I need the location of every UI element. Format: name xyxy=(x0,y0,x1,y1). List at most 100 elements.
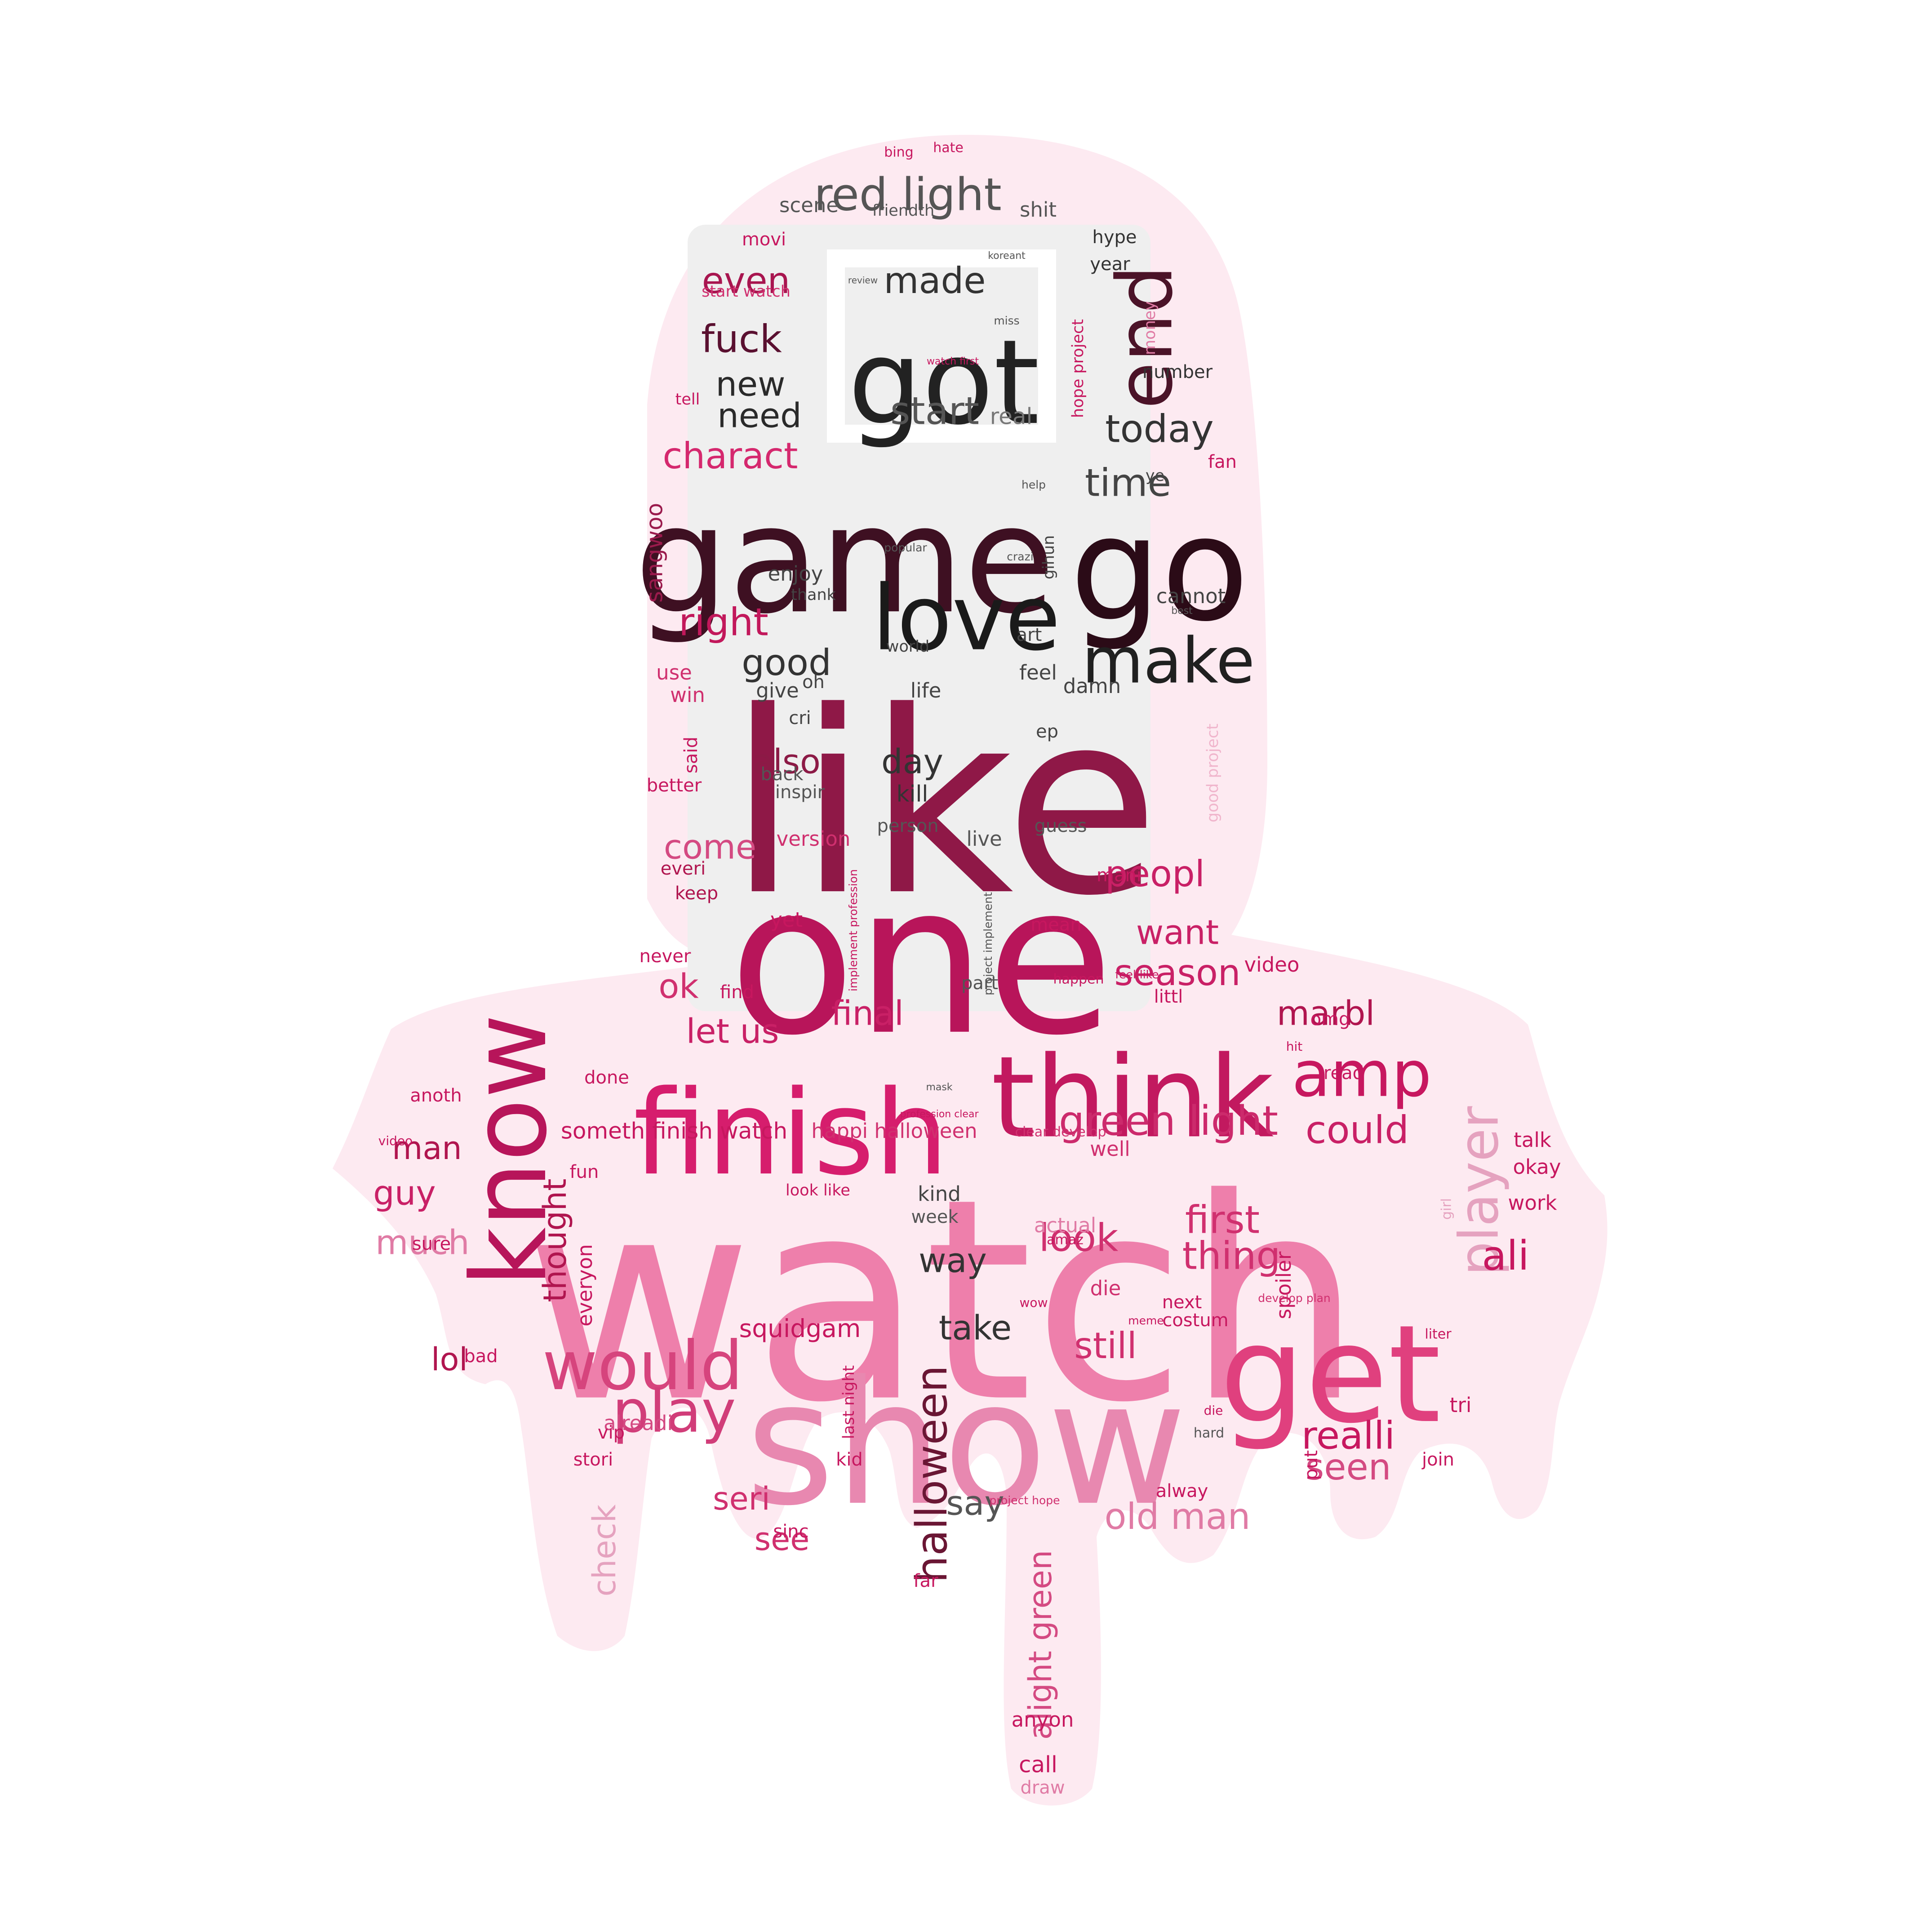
cloud-word: show xyxy=(746,1344,1187,1543)
cloud-word: bing xyxy=(884,145,913,160)
cloud-word: read xyxy=(1324,1063,1364,1084)
cloud-word: back xyxy=(760,764,804,785)
cloud-word: call xyxy=(1019,1752,1057,1778)
cloud-word: hate xyxy=(933,140,964,156)
cloud-word: man xyxy=(392,1130,462,1167)
cloud-word: last night xyxy=(840,1365,858,1439)
cloud-word: talk xyxy=(1514,1128,1551,1152)
cloud-word: hope project xyxy=(1069,319,1087,418)
cloud-word: kind xyxy=(918,1182,961,1206)
cloud-word: gihun xyxy=(1040,535,1058,580)
cloud-word: everi xyxy=(661,858,706,879)
cloud-word: marbl xyxy=(1277,994,1375,1033)
cloud-word: popular xyxy=(884,541,927,554)
cloud-word: damn xyxy=(1063,674,1121,698)
cloud-word: happen xyxy=(1053,972,1104,987)
cloud-word: halloween xyxy=(907,1365,957,1583)
cloud-word: oh xyxy=(802,672,825,693)
cloud-word: guy xyxy=(373,1173,436,1213)
cloud-word: realli xyxy=(1301,1413,1395,1458)
cloud-word: project implement xyxy=(982,892,995,995)
cloud-word: anoth xyxy=(410,1085,462,1106)
cloud-word: alight green xyxy=(1022,1550,1059,1740)
cloud-word: crazi xyxy=(1007,550,1033,563)
cloud-word: say xyxy=(946,1484,1004,1523)
cloud-word: kill xyxy=(897,781,928,807)
cloud-word: next xyxy=(1162,1292,1202,1313)
cloud-word: green light xyxy=(1059,1097,1278,1145)
cloud-word: version xyxy=(777,827,851,851)
cloud-word: keep xyxy=(675,883,718,904)
cloud-word: give xyxy=(756,679,799,702)
cloud-word: develop plan xyxy=(1258,1292,1330,1305)
cloud-word: start watch xyxy=(702,283,791,301)
cloud-word: want xyxy=(1136,913,1219,952)
cloud-word: squidgam xyxy=(739,1314,861,1343)
cloud-word: make xyxy=(1082,625,1255,698)
cloud-word: actual xyxy=(1034,1213,1097,1237)
cloud-word: everyon xyxy=(573,1244,597,1326)
cloud-word: ali xyxy=(1482,1232,1529,1279)
cloud-word: tri xyxy=(1450,1393,1472,1417)
cloud-word: project hope xyxy=(989,1494,1060,1507)
cloud-word: done xyxy=(584,1067,629,1088)
cloud-word: mani xyxy=(1097,865,1141,886)
cloud-word: need xyxy=(717,396,801,435)
cloud-word: also xyxy=(752,742,821,782)
cloud-word: world xyxy=(886,638,929,656)
cloud-word: happi halloween xyxy=(811,1119,977,1143)
cloud-word: win xyxy=(670,683,705,707)
cloud-word: alreadi xyxy=(604,1411,673,1435)
cloud-word: right xyxy=(679,600,768,644)
cloud-word: made xyxy=(884,260,986,302)
cloud-word: guess xyxy=(1034,816,1087,836)
cloud-word: video xyxy=(1244,953,1300,977)
cloud-word: sangwoo xyxy=(642,503,668,603)
cloud-word: could xyxy=(1306,1108,1409,1152)
cloud-word: week xyxy=(911,1207,959,1227)
cloud-word: video xyxy=(378,1133,413,1148)
cloud-word: thought xyxy=(537,1178,573,1302)
cloud-word: die xyxy=(1090,1276,1121,1300)
cloud-word: part xyxy=(961,973,998,994)
cloud-word: cannot xyxy=(1156,584,1226,608)
cloud-word: yet xyxy=(770,908,803,932)
cloud-word: okay xyxy=(1513,1155,1561,1179)
cloud-word: wow xyxy=(1020,1295,1048,1310)
cloud-word: amp xyxy=(1292,1038,1431,1111)
cloud-word: life xyxy=(910,679,942,702)
cloud-word: put xyxy=(1301,1450,1322,1480)
cloud-word: game xyxy=(635,474,1055,646)
mask-window-inner xyxy=(845,267,1038,425)
cloud-word: peopl xyxy=(1105,853,1205,895)
cloud-word: someth finish watch xyxy=(561,1118,787,1144)
cloud-word: girl xyxy=(1439,1198,1455,1220)
cloud-word: hit xyxy=(1286,1039,1303,1054)
cloud-word: ye xyxy=(1146,467,1164,485)
cloud-word: ep xyxy=(1036,721,1058,742)
cloud-word: stori xyxy=(573,1449,613,1470)
cloud-word: anyon xyxy=(1012,1708,1074,1732)
cloud-word: seen xyxy=(1306,1446,1391,1488)
cloud-word: get xyxy=(1220,1296,1441,1453)
cloud-word: live xyxy=(966,827,1002,851)
cloud-word: much xyxy=(375,1223,469,1262)
cloud-word: hard xyxy=(1194,1426,1224,1441)
cloud-word: day xyxy=(881,742,943,782)
cloud-word: review xyxy=(848,275,878,286)
cloud-word: come xyxy=(664,827,756,867)
cloud-word: implement profession xyxy=(847,869,860,991)
cloud-word: old man xyxy=(1104,1496,1250,1537)
cloud-word: real xyxy=(990,404,1033,430)
cloud-word: know xyxy=(450,1014,570,1287)
cloud-word: would xyxy=(542,1327,743,1405)
cloud-word: mask xyxy=(926,1082,952,1093)
cloud-word: time xyxy=(1085,461,1171,505)
cloud-word: scene xyxy=(779,193,839,217)
cloud-word: fuck xyxy=(701,317,782,361)
cloud-word: thank xyxy=(791,586,836,604)
cloud-word: best xyxy=(1171,605,1193,617)
cloud-word: cri xyxy=(789,708,811,728)
